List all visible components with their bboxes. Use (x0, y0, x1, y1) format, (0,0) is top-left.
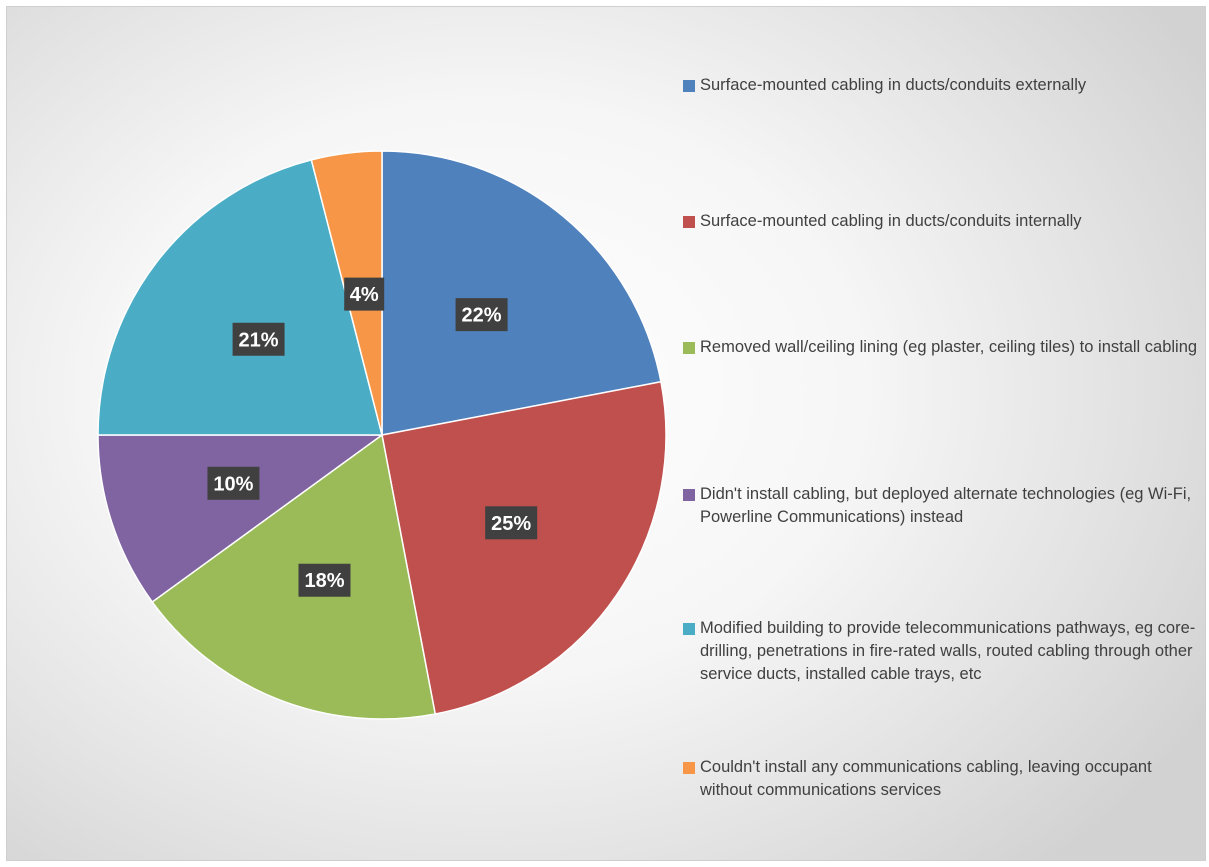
legend-item: Couldn't install any communications cabl… (683, 756, 1198, 802)
pie-data-labels: 22% 25% 18% 10% 21% 4% (207, 277, 538, 597)
data-label: 18% (304, 570, 344, 592)
legend-swatch (683, 342, 695, 354)
data-label: 25% (491, 513, 531, 535)
pie-chart: 22% 25% 18% 10% 21% 4% (97, 150, 667, 720)
data-label: 21% (239, 329, 279, 351)
pie-slice (381, 380, 667, 715)
pie-slice (381, 150, 662, 436)
legend-item: Didn't install cabling, but deployed alt… (683, 483, 1198, 529)
legend-item: Modified building to provide telecommuni… (683, 617, 1198, 686)
legend-label: Surface-mounted cabling in ducts/conduit… (700, 212, 1082, 230)
legend-swatch (683, 216, 695, 228)
data-label-box (344, 277, 385, 311)
pie-slice (97, 159, 383, 436)
legend-label: Modified building to provide telecommuni… (700, 619, 1196, 683)
pie-slices (97, 150, 667, 720)
legend-swatch (683, 623, 695, 635)
chart-area: 22% 25% 18% 10% 21% 4% Surface-mounted cablin… (6, 6, 1206, 861)
data-label-box (298, 563, 351, 597)
data-label: 10% (213, 473, 253, 495)
data-label-box (207, 466, 260, 500)
legend: Surface-mounted cabling in ducts/conduit… (683, 7, 1203, 860)
pie-slice (97, 434, 385, 603)
data-label-box (455, 298, 508, 332)
legend-swatch (683, 762, 695, 774)
legend-item: Surface-mounted cabling in ducts/conduit… (683, 74, 1198, 97)
data-label-box (485, 506, 538, 540)
legend-label: Couldn't install any communications cabl… (700, 758, 1152, 799)
data-label-box (232, 322, 285, 356)
legend-item: Removed wall/ceiling lining (eg plaster,… (683, 336, 1198, 359)
legend-swatch (683, 80, 695, 92)
data-label: 4% (350, 284, 379, 306)
legend-swatch (683, 489, 695, 501)
legend-label: Removed wall/ceiling lining (eg plaster,… (700, 338, 1198, 356)
legend-label: Surface-mounted cabling in ducts/conduit… (700, 76, 1087, 94)
legend-item: Surface-mounted cabling in ducts/conduit… (683, 210, 1198, 233)
data-label: 22% (462, 305, 502, 327)
legend-label: Didn't install cabling, but deployed alt… (700, 485, 1192, 526)
pie-slice (151, 433, 437, 720)
